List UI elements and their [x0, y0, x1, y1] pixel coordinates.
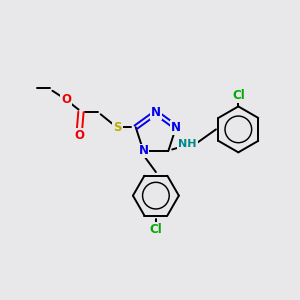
Text: Cl: Cl: [149, 223, 162, 236]
Text: O: O: [61, 93, 71, 106]
Text: N: N: [171, 121, 181, 134]
Text: N: N: [151, 106, 161, 119]
Text: S: S: [113, 121, 122, 134]
Text: N: N: [138, 145, 148, 158]
Text: NH: NH: [178, 140, 197, 149]
Text: Cl: Cl: [232, 89, 245, 102]
Text: O: O: [74, 129, 85, 142]
